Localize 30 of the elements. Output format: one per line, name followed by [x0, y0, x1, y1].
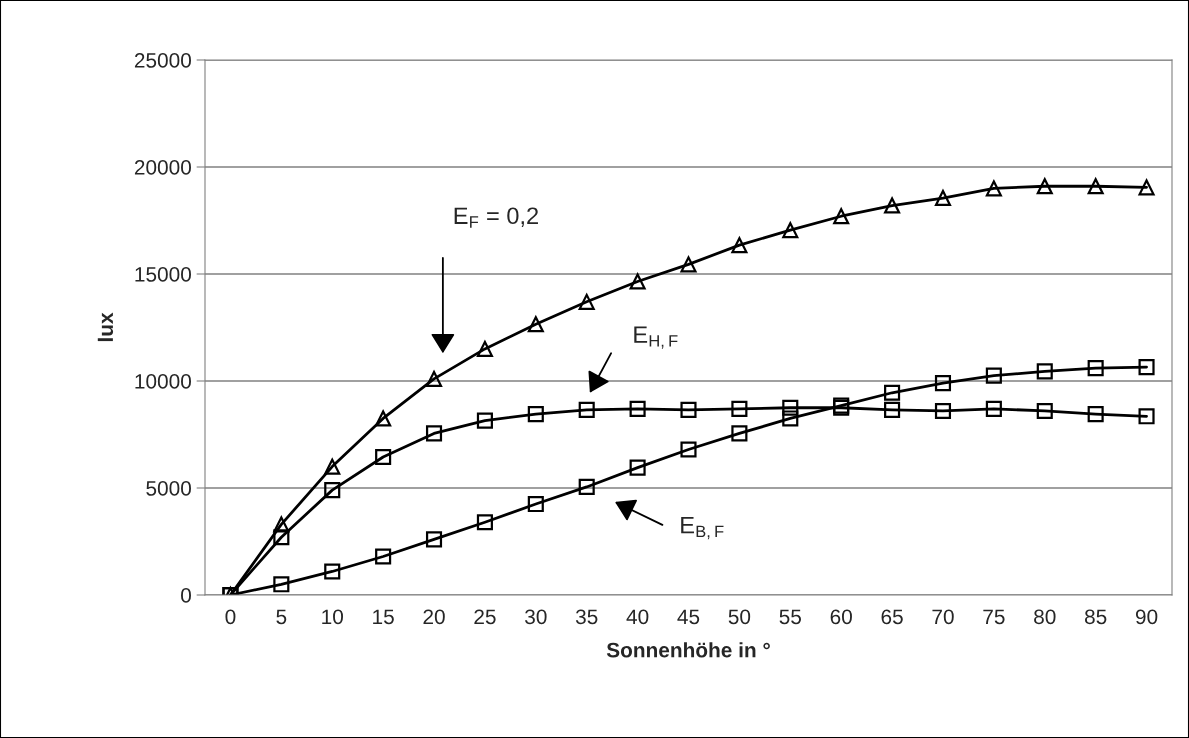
x-tick-label: 60	[830, 609, 852, 625]
x-tick-label: 0	[225, 609, 236, 625]
y-axis-title: lux	[97, 312, 114, 342]
x-tick-label: 5	[276, 609, 287, 625]
y-tick-label: 10000	[135, 374, 191, 389]
x-tick-label: 55	[779, 609, 801, 625]
x-tick-label: 45	[677, 609, 700, 625]
x-tick-label: 70	[932, 609, 954, 625]
x-tick-label: 30	[525, 609, 547, 625]
y-tick-label: 15000	[135, 267, 191, 282]
x-axis-title: Sonnenhöhe in °	[606, 642, 770, 658]
x-tick-label: 50	[728, 609, 751, 625]
y-tick-label: 0	[181, 588, 191, 603]
x-tick-label: 40	[626, 609, 649, 625]
y-tick-label: 20000	[134, 160, 191, 175]
annotation: E$_{F}$ = 0,2	[454, 207, 538, 228]
x-tick-label: 75	[983, 609, 1005, 625]
x-tick-label: 90	[1135, 609, 1158, 625]
x-tick-label: 20	[423, 609, 445, 625]
annotation: E$_{B,F}$	[681, 517, 724, 540]
x-tick-label: 15	[373, 609, 394, 625]
x-tick-label: 35	[575, 609, 598, 625]
annotation: E$_{H,F}$	[634, 326, 678, 349]
y-tick-label: 5000	[146, 481, 191, 496]
x-tick-label: 25	[474, 609, 496, 625]
y-tick-label: 25000	[134, 53, 191, 68]
x-tick-label: 80	[1034, 609, 1056, 625]
x-tick-label: 85	[1084, 609, 1107, 625]
x-tick-label: 65	[881, 609, 903, 625]
x-tick-label: 10	[322, 609, 344, 625]
